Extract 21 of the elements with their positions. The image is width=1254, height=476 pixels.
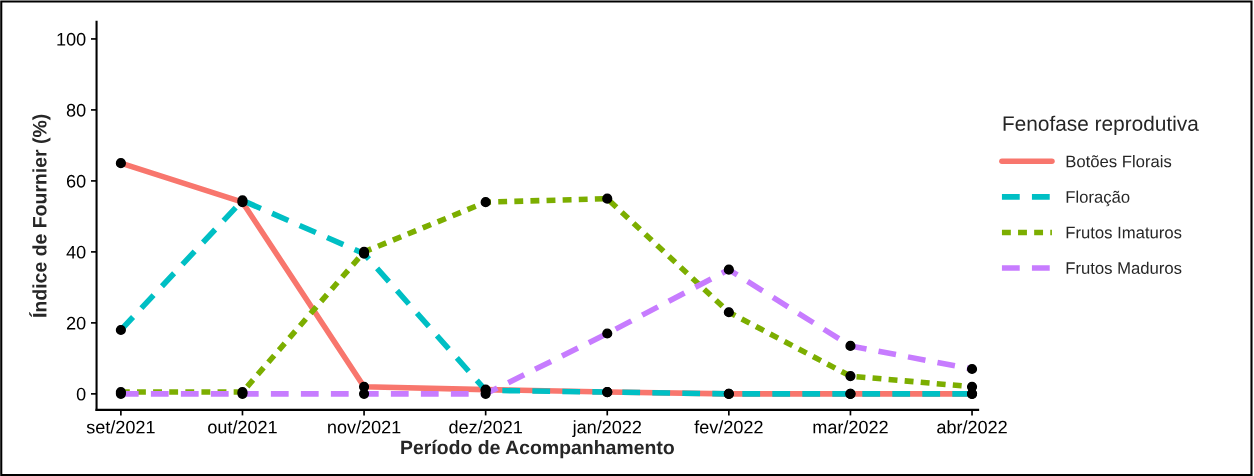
legend-label: Frutos Maduros xyxy=(1066,261,1182,274)
y-tick-label: 80 xyxy=(66,103,86,117)
y-tick-label: 60 xyxy=(66,174,86,188)
y-tick-label: 20 xyxy=(66,316,86,330)
legend-title: Fenofase reprodutiva xyxy=(1003,115,1199,136)
legend-label: Floração xyxy=(1066,190,1130,207)
x-tick-label: jan/2022 xyxy=(572,420,641,438)
x-axis-title: Período de Acompanhamento xyxy=(401,439,674,459)
legend-label: Frutos Imaturos xyxy=(1066,226,1182,239)
legend-label: Botões Florais xyxy=(1066,155,1172,168)
y-axis-title: Índice de Fournier (%) xyxy=(29,114,51,317)
x-tick-label: fev/2022 xyxy=(694,420,763,434)
x-tick-label: abr/2022 xyxy=(937,420,1007,434)
y-tick-label: 0 xyxy=(76,387,86,401)
x-tick-label: out/2021 xyxy=(208,420,277,434)
x-tick-label: mar/2022 xyxy=(813,420,888,434)
x-tick-label: dez/2021 xyxy=(449,420,522,434)
y-tick-label: 40 xyxy=(66,245,86,259)
x-tick-label: nov/2021 xyxy=(328,420,401,434)
y-tick-label: 100 xyxy=(57,32,86,46)
x-tick-label: set/2021 xyxy=(86,420,155,434)
